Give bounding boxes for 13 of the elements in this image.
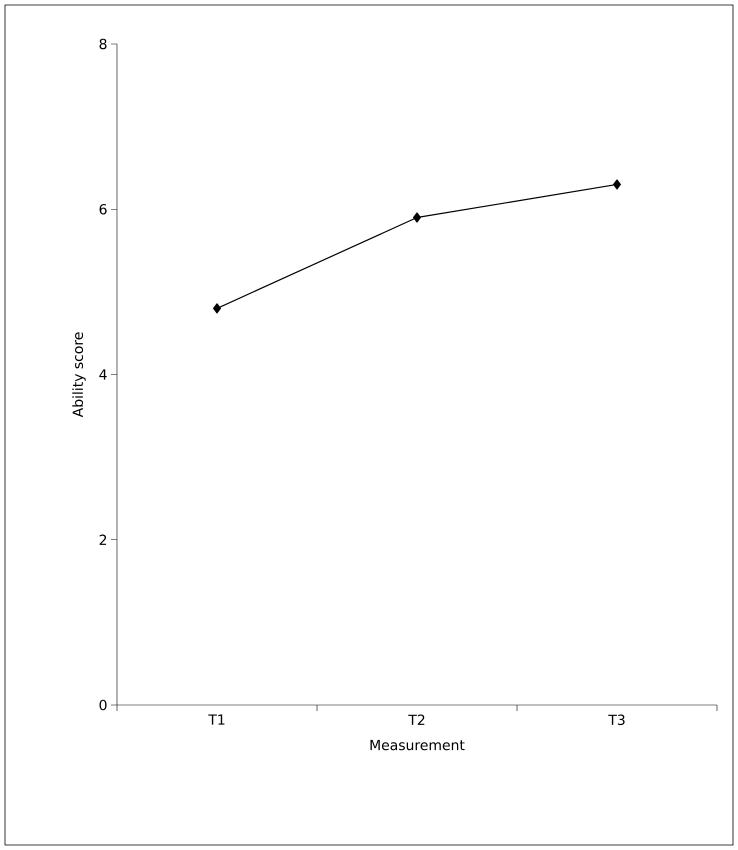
x-tick-label: T1: [208, 714, 224, 725]
x-tick-label: T3: [608, 714, 625, 726]
y-tick-label: 6: [100, 204, 107, 215]
y-tick-label: 4: [99, 369, 107, 380]
point: [213, 303, 221, 314]
y-tick-label: 8: [100, 38, 107, 50]
x-tick-label: T2: [408, 714, 424, 725]
y-tick-label: 0: [100, 700, 107, 710]
y-tick-label: 2: [100, 534, 106, 545]
point: [413, 212, 421, 223]
y-axis-title: Ability score: [72, 332, 86, 418]
x-axis-title: Measurement: [370, 740, 465, 750]
point: [613, 179, 621, 190]
